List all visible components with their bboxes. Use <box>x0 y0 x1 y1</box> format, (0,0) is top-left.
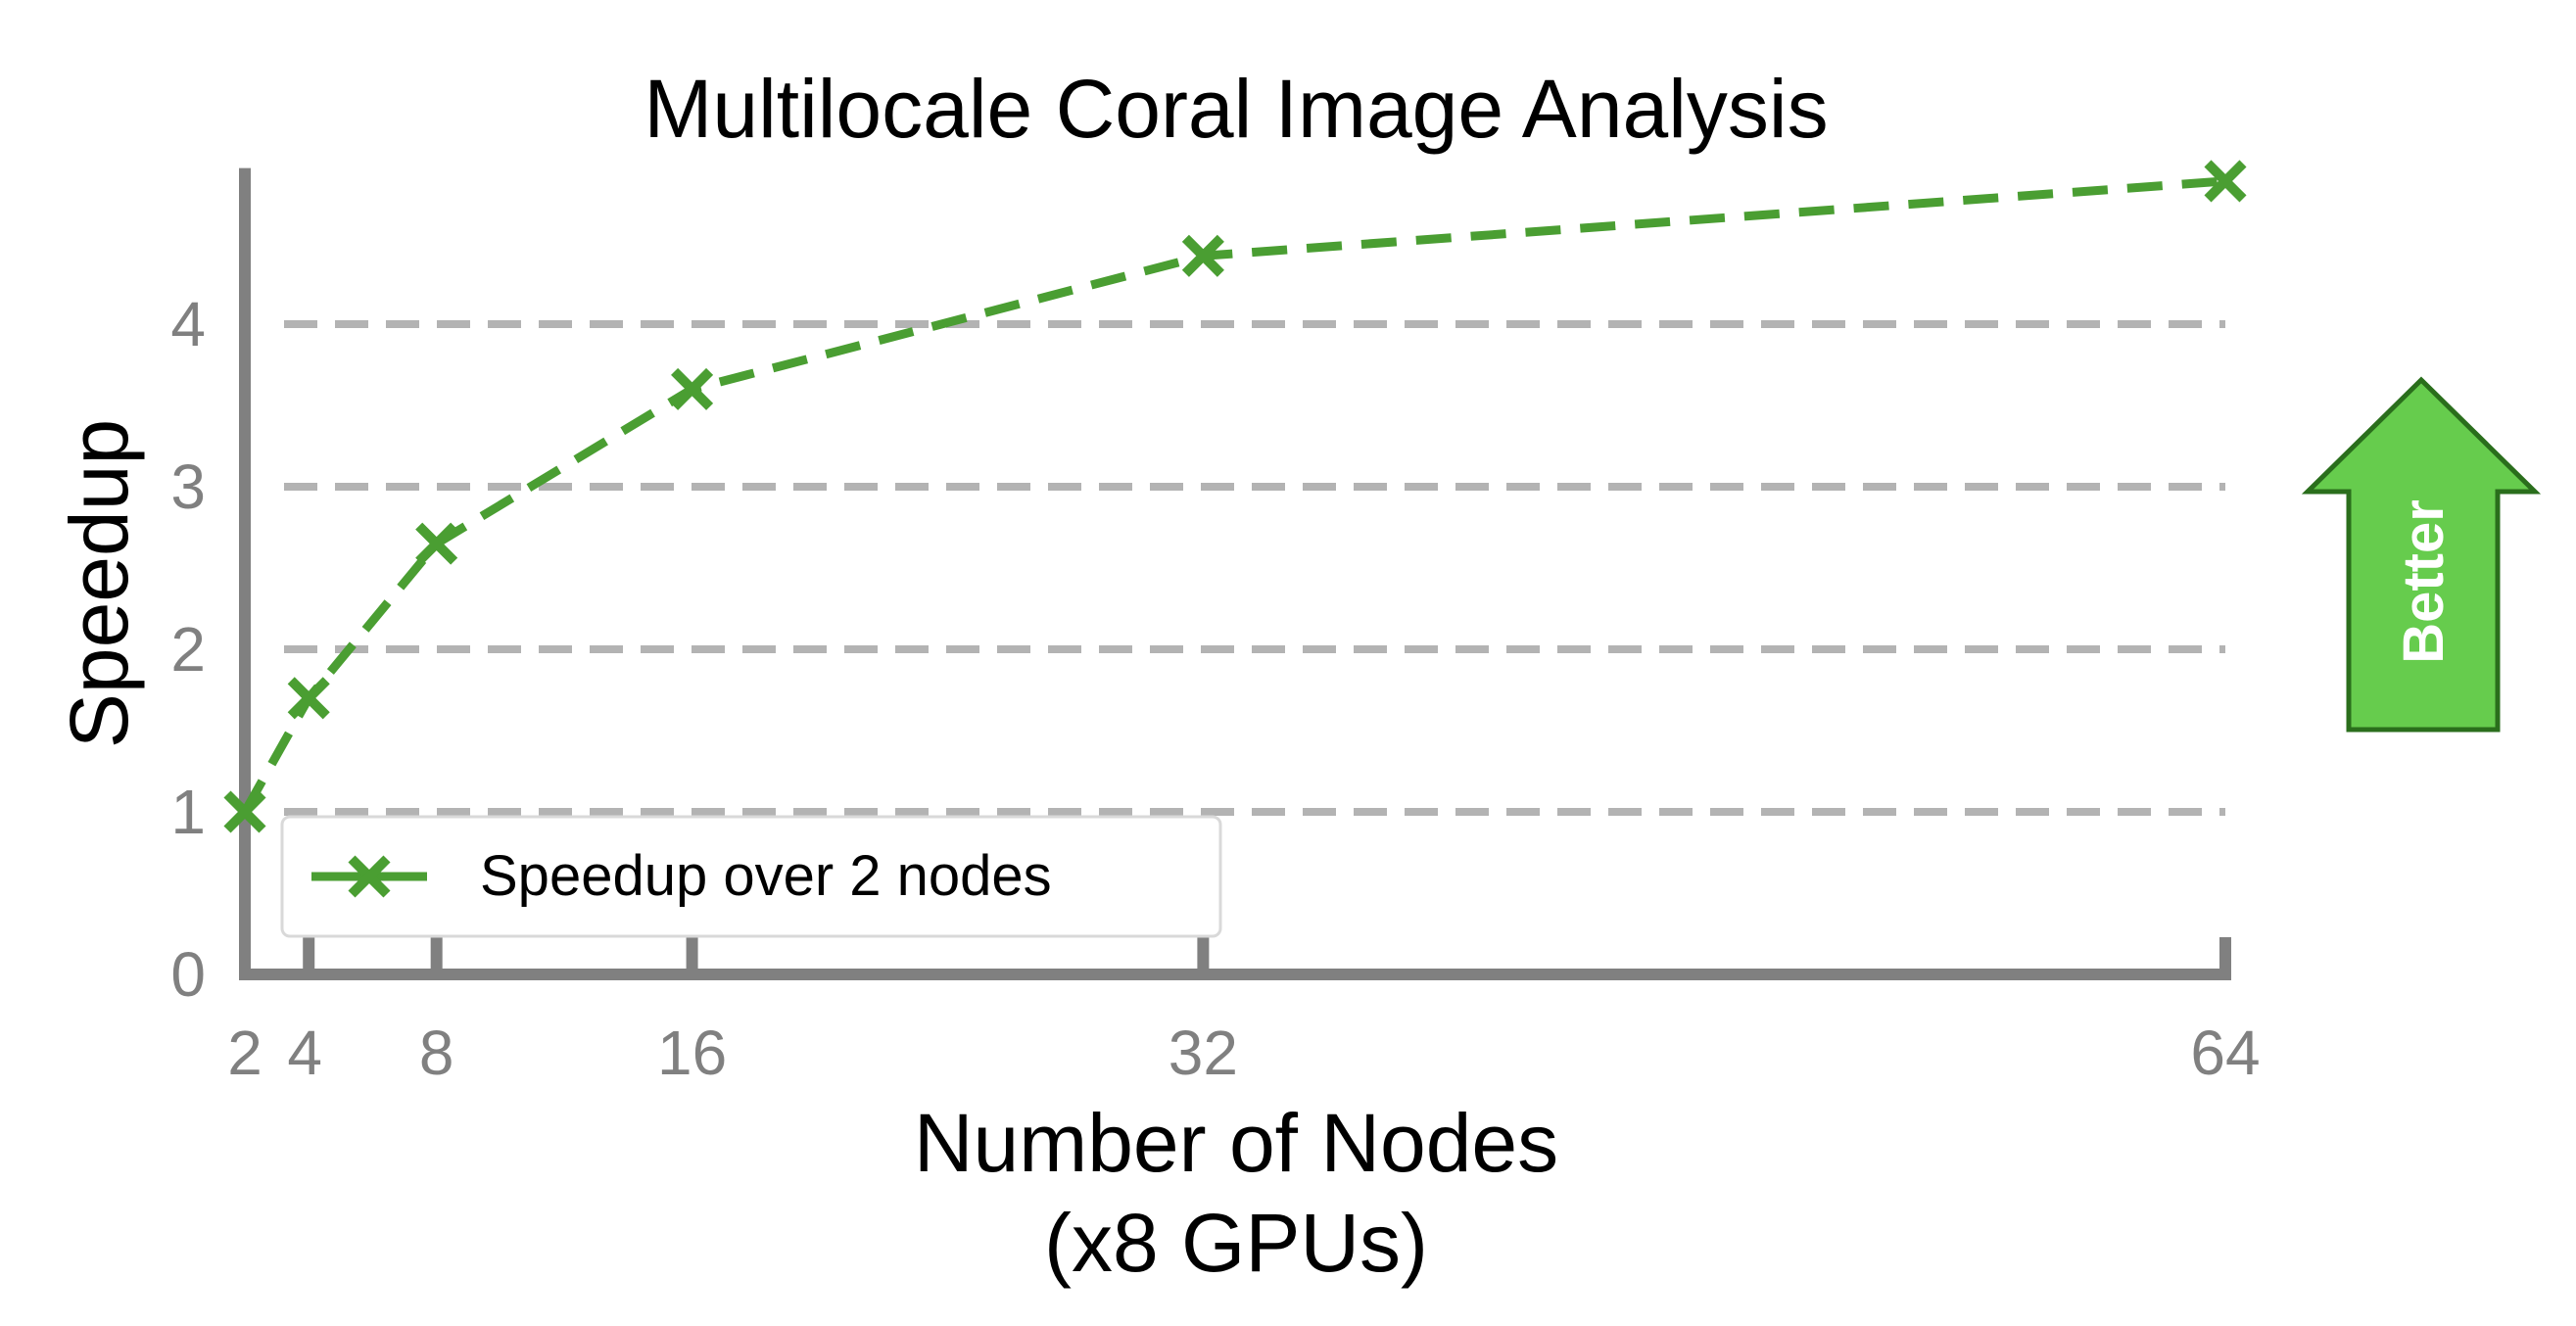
legend-box <box>280 815 1222 938</box>
x-tick-label-4: 4 <box>287 1018 322 1088</box>
y-tick-label-4: 4 <box>170 289 206 359</box>
x-tick-label-2: 2 <box>227 1018 262 1088</box>
grid-layer <box>284 320 2225 816</box>
x-axis-title: Number of Nodes <box>914 1097 1558 1189</box>
text-layer: Multilocale Coral Image Analysis Number … <box>53 63 2261 1289</box>
marker-stroke-b <box>223 790 266 833</box>
better-arrow-shape <box>2301 376 2542 733</box>
x-tick-label-8: 8 <box>419 1018 454 1088</box>
marker-stroke-b <box>1181 234 1224 277</box>
data-point-64 <box>2204 160 2247 203</box>
x-tick-label-64: 64 <box>2190 1018 2260 1088</box>
data-point-16 <box>671 367 714 410</box>
data-point-4 <box>287 677 330 720</box>
x-tick-label-16: 16 <box>657 1018 727 1088</box>
data-point-8 <box>415 522 458 565</box>
x-axis-subtitle: (x8 GPUs) <box>1044 1197 1428 1289</box>
legend-layer: Speedup over 2 nodes <box>280 815 1222 938</box>
marker-stroke-b <box>671 367 714 410</box>
y-tick-label-0: 0 <box>170 939 206 1010</box>
axis-layer <box>239 167 2231 980</box>
y-axis-title: Speedup <box>53 419 145 748</box>
legend: Speedup over 2 nodes <box>280 815 1222 938</box>
chart-title: Multilocale Coral Image Analysis <box>644 63 1828 155</box>
better-arrow: Better <box>2301 376 2542 733</box>
y-tick-label-2: 2 <box>170 614 206 685</box>
y-tick-label-3: 3 <box>170 451 206 522</box>
data-point-32 <box>1181 234 1224 277</box>
marker-stroke-b <box>287 677 330 720</box>
series-line-0 <box>241 176 2226 815</box>
legend-label: Speedup over 2 nodes <box>480 844 1052 908</box>
better-label: Better <box>2392 499 2456 664</box>
x-tick-label-32: 32 <box>1169 1018 1238 1088</box>
marker-stroke-b <box>415 522 458 565</box>
data-point-2 <box>223 790 266 833</box>
marker-stroke-b <box>2204 160 2247 203</box>
y-tick-label-1: 1 <box>170 777 206 847</box>
annotation-layer: Better <box>2301 376 2542 733</box>
legend-marker-b <box>348 855 391 898</box>
series-layer <box>223 160 2247 833</box>
